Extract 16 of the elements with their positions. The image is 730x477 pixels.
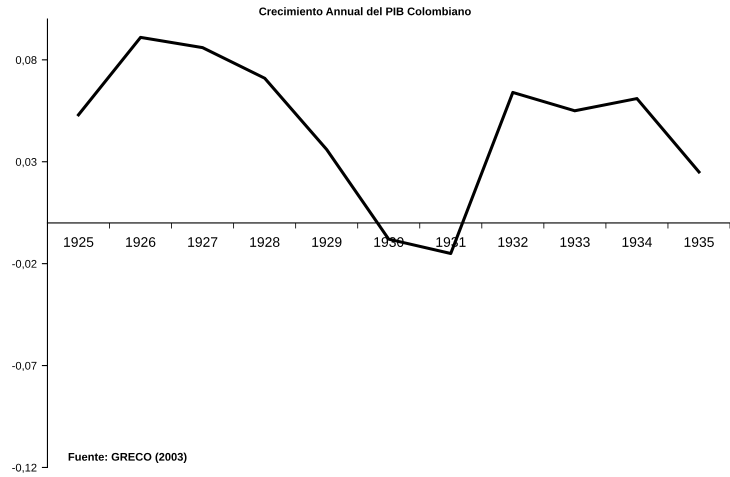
- x-tick-label: 1928: [250, 237, 280, 247]
- x-tick-label: 1925: [64, 237, 94, 247]
- x-tick-label: 1932: [498, 237, 528, 247]
- x-tick-label: 1927: [188, 237, 218, 247]
- y-tick-label: 0,08: [16, 56, 37, 66]
- annotation: Fuente: GRECO (2003): [68, 452, 187, 463]
- y-tick-label: -0,12: [12, 464, 36, 473]
- chart-title: Crecimiento Annual del PIB Colombiano: [259, 7, 471, 16]
- y-tick-label: 0,03: [16, 158, 37, 168]
- x-tick-label: 1933: [560, 237, 590, 247]
- y-tick-label: -0,07: [12, 362, 36, 372]
- x-tick-label: 1929: [312, 237, 342, 247]
- x-tick-label: 1926: [126, 237, 156, 247]
- x-tick-label: 1935: [684, 237, 714, 247]
- x-tick-label: 1934: [622, 237, 652, 247]
- y-tick-label: -0,02: [12, 260, 36, 270]
